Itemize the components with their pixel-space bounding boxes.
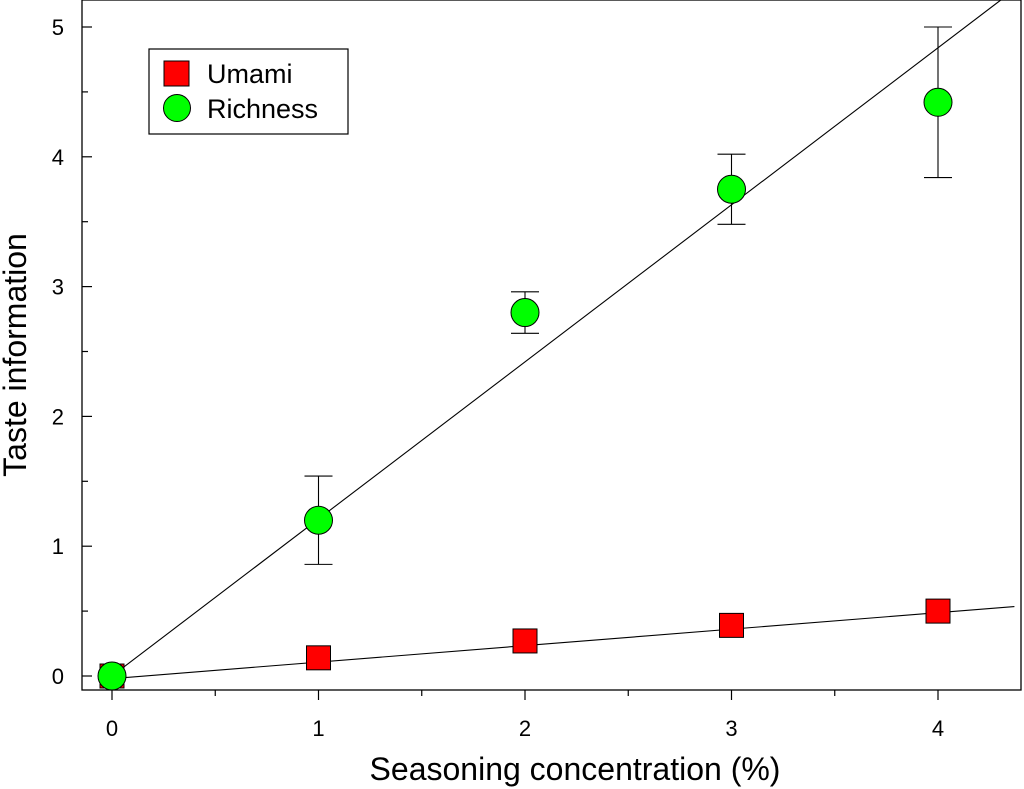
y-tick-label: 0	[52, 664, 64, 689]
x-tick-label: 4	[932, 716, 944, 741]
axis-ticks	[82, 26, 939, 700]
y-tick-label: 2	[52, 404, 64, 429]
x-tick-label: 0	[106, 716, 118, 741]
error-bars	[304, 26, 952, 565]
x-tick-label: 3	[725, 716, 737, 741]
legend: Umami Richness	[148, 48, 349, 135]
point-richness	[304, 505, 333, 535]
data-points	[97, 87, 953, 691]
x-tick-label: 2	[519, 716, 531, 741]
y-axis-title: Taste information	[0, 233, 33, 477]
x-tick-label: 1	[312, 716, 324, 741]
y-tick-label: 1	[52, 534, 64, 559]
x-axis-title: Seasoning concentration (%)	[370, 751, 781, 787]
point-richness	[510, 298, 540, 328]
axis-tick-labels: 0 1 2 3 4 0 1 2 3 4 5	[52, 15, 944, 741]
point-umami	[306, 645, 331, 671]
fit-lines	[111, 0, 1015, 680]
legend-label-umami: Umami	[207, 59, 293, 89]
point-richness	[97, 661, 127, 691]
point-umami	[512, 628, 538, 654]
fit-line-umami	[111, 606, 1015, 680]
point-umami	[925, 598, 951, 624]
plot-frame	[81, 0, 1022, 691]
point-umami	[719, 612, 744, 638]
y-tick-label: 3	[52, 275, 64, 300]
y-tick-label: 4	[52, 145, 64, 170]
point-richness	[923, 87, 953, 117]
y-tick-label: 5	[52, 15, 64, 40]
legend-label-richness: Richness	[207, 94, 318, 124]
legend-marker-richness	[163, 94, 191, 122]
fit-line-richness	[111, 0, 1002, 677]
point-richness	[717, 174, 746, 204]
legend-marker-umami	[163, 60, 190, 87]
